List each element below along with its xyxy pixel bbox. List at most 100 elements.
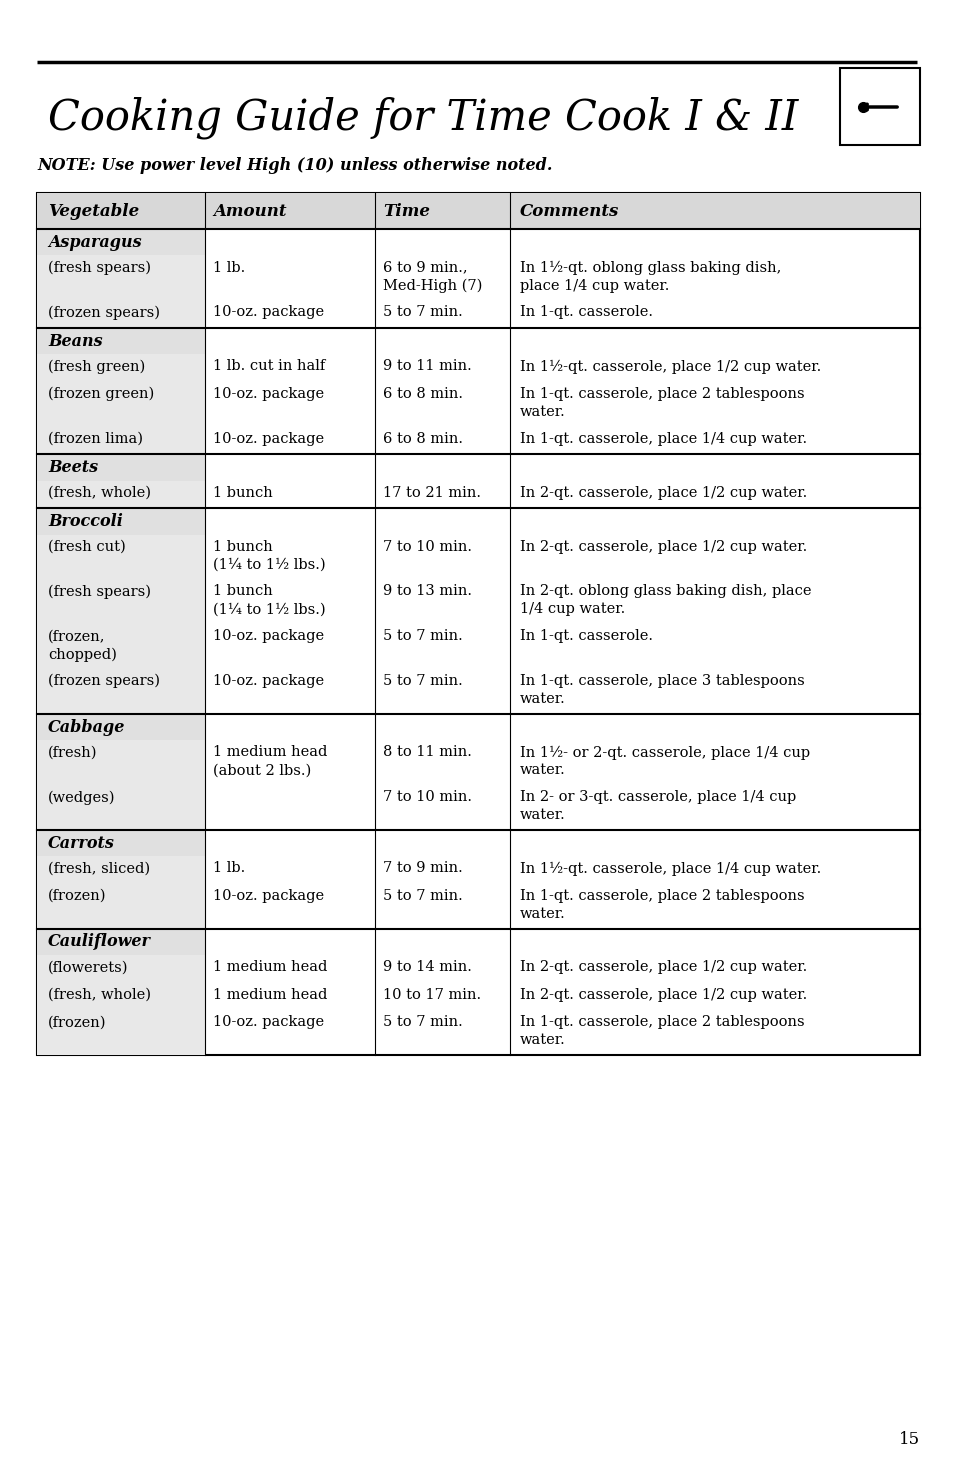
Text: In 1-qt. casserole.: In 1-qt. casserole. [519,305,652,320]
Bar [37,956,205,982]
Text: 17 to 21 min.: 17 to 21 min. [382,485,480,500]
Text: 1 medium head: 1 medium head [213,960,327,975]
Text: 10-oz. package: 10-oz. package [213,889,324,903]
Text: (fresh, whole): (fresh, whole) [48,988,151,1002]
Bar [840,68,919,145]
Bar [37,830,205,857]
Text: 10-oz. package: 10-oz. package [213,1015,324,1030]
Text: 10-oz. package: 10-oz. package [213,305,324,320]
Text: 1 lb.: 1 lb. [213,261,245,274]
Bar [37,534,205,580]
Bar [37,714,205,740]
Text: (wedges): (wedges) [48,791,115,804]
Text: 1 bunch
(1¼ to 1½ lbs.): 1 bunch (1¼ to 1½ lbs.) [213,540,325,571]
Text: In 2- or 3-qt. casserole, place 1/4 cup
water.: In 2- or 3-qt. casserole, place 1/4 cup … [519,791,796,822]
Text: 6 to 8 min.: 6 to 8 min. [382,386,462,401]
Bar [37,929,205,956]
Text: Time: Time [382,202,430,220]
Text: 9 to 11 min.: 9 to 11 min. [382,360,471,373]
Bar [37,229,205,255]
Text: (fresh): (fresh) [48,745,97,760]
Bar [37,785,205,830]
Bar [37,255,205,301]
Text: (frozen): (frozen) [48,1015,107,1030]
Text: (fresh cut): (fresh cut) [48,540,126,553]
Bar [37,857,205,884]
Text: 5 to 7 min.: 5 to 7 min. [382,305,462,320]
Bar [37,193,919,1055]
Bar [37,382,205,426]
Text: (frozen green): (frozen green) [48,386,154,401]
Bar [37,454,205,481]
Text: 6 to 8 min.: 6 to 8 min. [382,432,462,445]
Text: 5 to 7 min.: 5 to 7 min. [382,674,462,687]
Text: 7 to 9 min.: 7 to 9 min. [382,861,462,876]
Bar [37,481,205,507]
Text: 10-oz. package: 10-oz. package [213,386,324,401]
Text: In 1½-qt. casserole, place 1/2 cup water.: In 1½-qt. casserole, place 1/2 cup water… [519,360,821,373]
Text: 10-oz. package: 10-oz. package [213,630,324,643]
Text: 9 to 14 min.: 9 to 14 min. [382,960,472,975]
Text: 6 to 9 min.,
Med-High (7): 6 to 9 min., Med-High (7) [382,261,482,294]
Text: 7 to 10 min.: 7 to 10 min. [382,540,472,553]
Text: 7 to 10 min.: 7 to 10 min. [382,791,472,804]
Text: 15: 15 [898,1432,919,1448]
Text: 5 to 7 min.: 5 to 7 min. [382,630,462,643]
Bar [37,1010,205,1055]
Text: In 1-qt. casserole.: In 1-qt. casserole. [519,630,652,643]
Bar [37,507,205,534]
Text: (fresh spears): (fresh spears) [48,261,151,274]
Text: (frozen lima): (frozen lima) [48,432,143,445]
Bar [37,354,205,382]
Text: (frozen,
chopped): (frozen, chopped) [48,630,117,662]
Text: 8 to 11 min.: 8 to 11 min. [382,745,472,760]
Text: (flowerets): (flowerets) [48,960,129,975]
Text: In 1½-qt. oblong glass baking dish,
place 1/4 cup water.: In 1½-qt. oblong glass baking dish, plac… [519,261,781,292]
Text: Cauliflower: Cauliflower [48,934,151,950]
Text: Cooking Guide for Time Cook I & II: Cooking Guide for Time Cook I & II [48,97,798,139]
Text: In 2-qt. casserole, place 1/2 cup water.: In 2-qt. casserole, place 1/2 cup water. [519,960,806,975]
Text: 9 to 13 min.: 9 to 13 min. [382,584,472,599]
Text: In 1½- or 2-qt. casserole, place 1/4 cup
water.: In 1½- or 2-qt. casserole, place 1/4 cup… [519,745,809,777]
Text: (fresh green): (fresh green) [48,360,145,373]
Bar [37,624,205,670]
Bar [37,301,205,327]
Text: 5 to 7 min.: 5 to 7 min. [382,1015,462,1030]
Text: 1 medium head
(about 2 lbs.): 1 medium head (about 2 lbs.) [213,745,327,777]
Text: In 1-qt. casserole, place 3 tablespoons
water.: In 1-qt. casserole, place 3 tablespoons … [519,674,804,707]
Text: In 2-qt. casserole, place 1/2 cup water.: In 2-qt. casserole, place 1/2 cup water. [519,988,806,1002]
Bar [37,670,205,714]
Text: NOTE: Use power level High (10) unless otherwise noted.: NOTE: Use power level High (10) unless o… [37,156,552,174]
Bar [37,884,205,929]
Text: (frozen): (frozen) [48,889,107,903]
Bar [37,193,919,229]
Text: 1 lb. cut in half: 1 lb. cut in half [213,360,325,373]
Text: Cabbage: Cabbage [48,718,125,736]
Text: Beans: Beans [48,332,103,350]
Text: In 2-qt. casserole, place 1/2 cup water.: In 2-qt. casserole, place 1/2 cup water. [519,540,806,553]
Text: In 1-qt. casserole, place 2 tablespoons
water.: In 1-qt. casserole, place 2 tablespoons … [519,1015,803,1047]
Bar [37,327,205,354]
Bar [37,426,205,454]
Text: 10-oz. package: 10-oz. package [213,432,324,445]
Text: In 1-qt. casserole, place 1/4 cup water.: In 1-qt. casserole, place 1/4 cup water. [519,432,806,445]
Text: In 1½-qt. casserole, place 1/4 cup water.: In 1½-qt. casserole, place 1/4 cup water… [519,861,821,876]
Text: 5 to 7 min.: 5 to 7 min. [382,889,462,903]
Bar [37,740,205,785]
Text: Beets: Beets [48,459,98,476]
Text: 10-oz. package: 10-oz. package [213,674,324,687]
Text: (frozen spears): (frozen spears) [48,305,160,320]
Text: In 2-qt. casserole, place 1/2 cup water.: In 2-qt. casserole, place 1/2 cup water. [519,485,806,500]
Text: Broccoli: Broccoli [48,513,123,530]
Text: (fresh spears): (fresh spears) [48,584,151,599]
Text: 1 lb.: 1 lb. [213,861,245,876]
Text: (fresh, whole): (fresh, whole) [48,485,151,500]
Text: In 2-qt. oblong glass baking dish, place
1/4 cup water.: In 2-qt. oblong glass baking dish, place… [519,584,811,617]
Text: (frozen spears): (frozen spears) [48,674,160,689]
Text: In 1-qt. casserole, place 2 tablespoons
water.: In 1-qt. casserole, place 2 tablespoons … [519,889,803,920]
Bar [37,982,205,1010]
Text: 1 bunch
(1¼ to 1½ lbs.): 1 bunch (1¼ to 1½ lbs.) [213,584,325,617]
Text: Comments: Comments [519,202,618,220]
Text: 1 bunch: 1 bunch [213,485,273,500]
Text: Amount: Amount [213,202,286,220]
